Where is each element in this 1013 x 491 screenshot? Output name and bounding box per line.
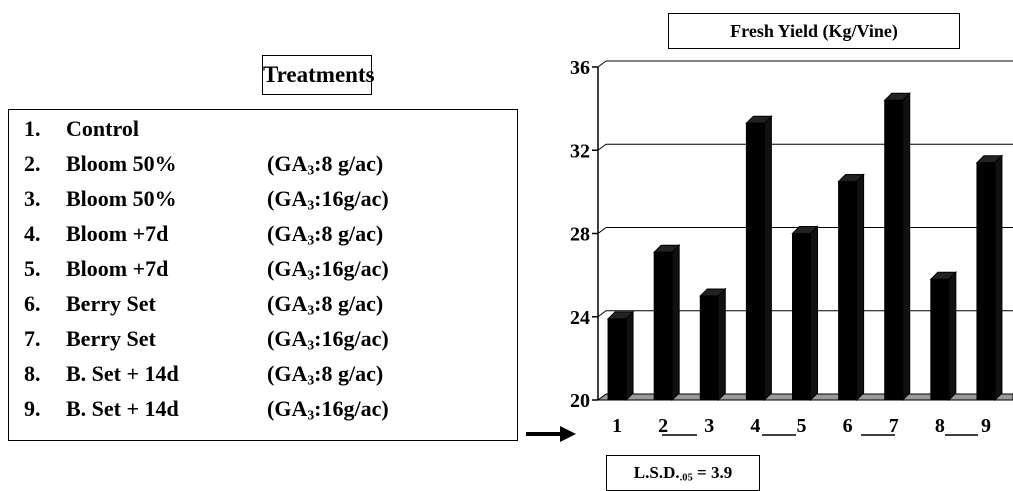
treatment-dose: (GA3:8 g/ac) [267, 221, 384, 248]
treatment-label: B. Set + 14d [66, 396, 179, 421]
treatment-number: 6. [24, 291, 41, 316]
treatment-number: 5. [24, 256, 41, 281]
treatment-row: 6. Berry Set (GA3:8 g/ac) [24, 291, 383, 317]
chart-title: Fresh Yield (Kg/Vine) [668, 13, 960, 49]
x-tick-label: 5 [797, 415, 807, 437]
x-tick-label: 1 [612, 415, 622, 437]
bar [653, 251, 673, 401]
treatment-dose: (GA3:16g/ac) [267, 186, 389, 213]
treatment-label: B. Set + 14d [66, 361, 179, 386]
bar [607, 318, 627, 401]
gridline-depth [597, 143, 607, 151]
bar-side [994, 154, 1003, 402]
y-tick-label: 24 [570, 307, 590, 329]
gridline-depth [597, 227, 607, 234]
treatment-dose: (GA3:8 g/ac) [267, 291, 384, 318]
treatment-label: Control [66, 116, 139, 141]
x-tick-label: 6 [843, 415, 853, 437]
bar [838, 180, 858, 401]
treatment-number: 1. [24, 116, 41, 141]
treatment-number: 9. [24, 396, 41, 421]
bar [930, 278, 950, 401]
bar [745, 122, 765, 401]
bar-side [902, 92, 911, 402]
treatment-number: 4. [24, 221, 41, 246]
bar [699, 295, 719, 401]
x-tick-label: 8 [935, 415, 945, 437]
treatment-row: 9. B. Set + 14d (GA3:16g/ac) [24, 396, 389, 422]
y-tick-label: 20 [570, 390, 590, 412]
treatment-label: Berry Set [66, 326, 156, 351]
treatment-dose: (GA3:16g/ac) [267, 256, 389, 283]
bar [792, 233, 811, 401]
lsd-prefix: L.S.D. [633, 463, 680, 482]
treatment-row: 8. B. Set + 14d (GA3:8 g/ac) [24, 361, 383, 387]
treatment-dose: (GA3:8 g/ac) [267, 361, 384, 388]
x-tick-label: 7 [889, 415, 899, 437]
treatment-number: 8. [24, 361, 41, 386]
gridline-depth [597, 310, 607, 318]
bar-side [763, 114, 772, 402]
treatment-label: Bloom +7d [66, 221, 169, 246]
treatment-row: 5. Bloom +7d (GA3:16g/ac) [24, 256, 389, 282]
treatment-dose: (GA3:16g/ac) [267, 326, 389, 353]
treatment-label: Bloom 50% [66, 151, 177, 176]
treatment-number: 7. [24, 326, 41, 351]
treatment-row: 1. Control [24, 116, 139, 142]
treatments-title: Treatments [262, 55, 375, 95]
bar-side [717, 287, 726, 402]
lsd-value: = 3.9 [692, 463, 733, 482]
treatments-list: 1. Control 2. Bloom 50% (GA3:8 g/ac) 3. Bloom … [8, 109, 518, 441]
treatment-dose: (GA3:8 g/ac) [267, 151, 384, 178]
treatment-row: 4. Bloom +7d (GA3:8 g/ac) [24, 221, 383, 247]
arrow-icon [526, 426, 576, 442]
treatment-dose: (GA3:16g/ac) [267, 396, 389, 423]
treatment-number: 3. [24, 186, 41, 211]
y-tick-label: 36 [570, 57, 590, 79]
lsd-subscript: .05 [679, 472, 693, 484]
x-tick-label: 4 [750, 415, 760, 437]
bar-side [948, 271, 957, 402]
bar-side [810, 225, 818, 402]
bar-side [856, 173, 865, 402]
y-tick-label: 28 [570, 224, 590, 246]
bar-side [671, 244, 680, 402]
y-tick-label: 32 [570, 140, 590, 162]
lsd-label: L.S.D..05 = 3.9 [606, 455, 760, 491]
bar [976, 162, 996, 401]
x-tick-label: 3 [704, 415, 714, 437]
bar [884, 99, 904, 401]
treatment-row: 3. Bloom 50% (GA3:16g/ac) [24, 186, 389, 212]
x-tick-label: 9 [981, 415, 991, 437]
treatment-number: 2. [24, 151, 41, 176]
treatment-label: Berry Set [66, 291, 156, 316]
x-tick-label: 2 [658, 415, 668, 437]
treatment-row: 2. Bloom 50% (GA3:8 g/ac) [24, 151, 383, 177]
bar-side [625, 310, 634, 402]
treatment-label: Bloom +7d [66, 256, 169, 281]
treatment-label: Bloom 50% [66, 186, 177, 211]
treatment-row: 7. Berry Set (GA3:16g/ac) [24, 326, 389, 352]
gridline-depth [597, 60, 607, 68]
